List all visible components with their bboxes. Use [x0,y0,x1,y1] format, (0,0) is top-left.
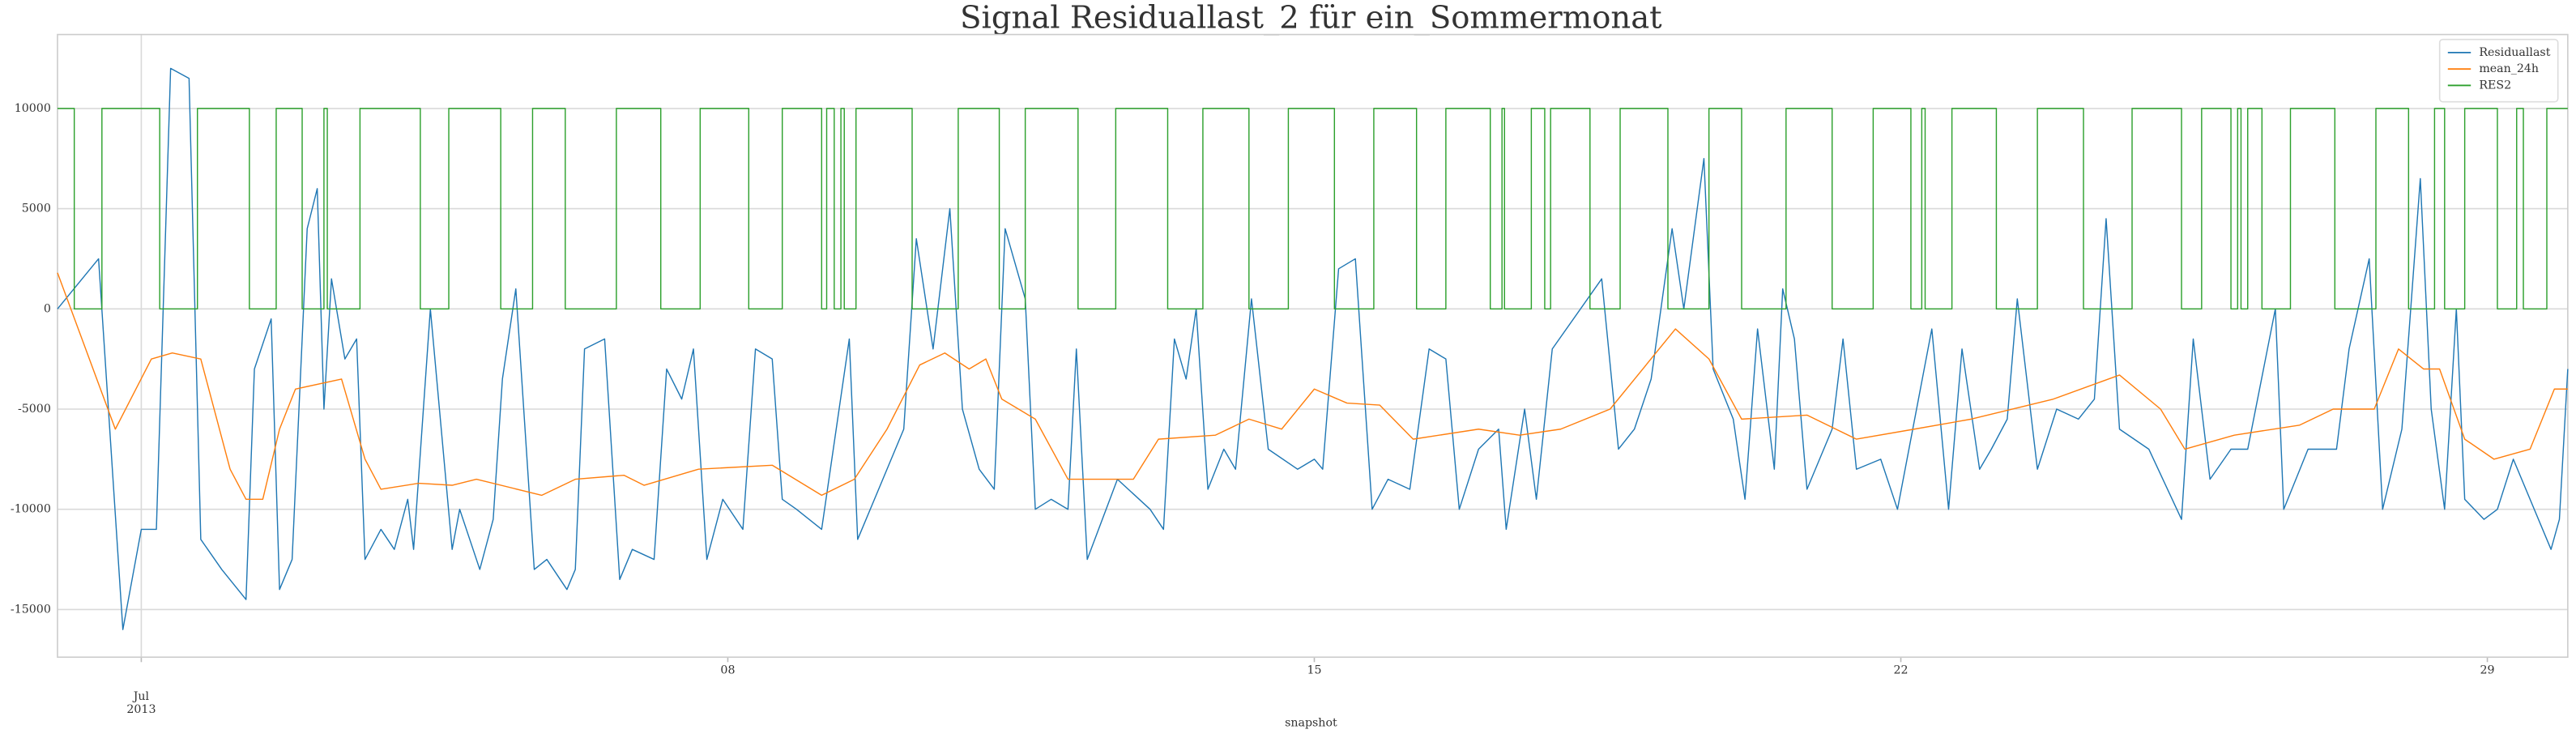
series-line [57,272,2568,501]
plot-frame [57,33,2569,659]
x-axis-label: snapshot [1285,716,1337,729]
y-tick-label: 5000 [22,203,51,215]
x-tick-label: 15 [1307,663,1321,676]
x-tick-label: Jul 2013 [126,690,156,716]
y-tick-label: -15000 [11,603,51,616]
legend-label: mean_24h [2479,62,2539,75]
series-line [57,108,2568,310]
legend-label: Residuallast [2479,46,2550,59]
y-tick-label: -10000 [11,503,51,516]
series-line [57,67,2569,630]
y-tick-label: -5000 [18,403,51,416]
legend-box [2438,38,2559,103]
y-tick-label: 10000 [15,102,51,115]
chart-title: Signal Residuallast_2 für ein_Sommermona… [960,0,1662,36]
x-tick-label: 29 [2480,663,2495,676]
legend-label: RES2 [2479,79,2511,92]
x-tick-label: 08 [720,663,735,676]
y-tick-label: 0 [44,302,51,315]
x-tick-label: 22 [1893,663,1908,676]
